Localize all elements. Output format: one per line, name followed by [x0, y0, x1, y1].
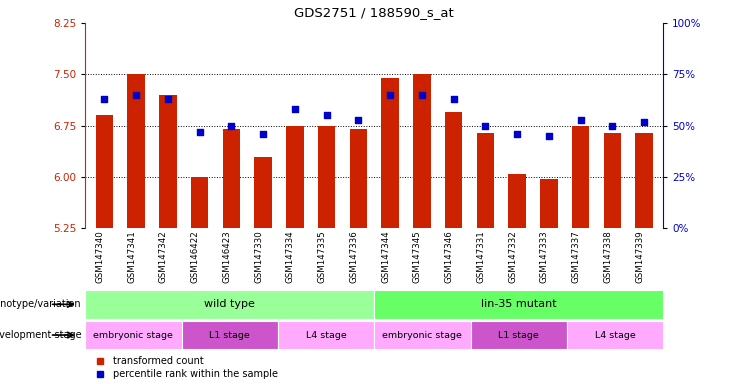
- Bar: [182, 321, 278, 349]
- Bar: [222, 129, 240, 228]
- Text: embryonic stage: embryonic stage: [382, 331, 462, 339]
- Text: GSM147341: GSM147341: [127, 230, 136, 283]
- Text: GSM146422: GSM146422: [190, 230, 199, 283]
- Point: [162, 96, 173, 102]
- Text: L1 stage: L1 stage: [499, 331, 539, 339]
- Text: GSM147334: GSM147334: [286, 230, 295, 283]
- Bar: [278, 321, 374, 349]
- Text: L4 stage: L4 stage: [306, 331, 346, 339]
- Bar: [254, 157, 272, 228]
- Text: GSM147339: GSM147339: [635, 230, 644, 283]
- Text: GSM147332: GSM147332: [508, 230, 517, 283]
- Point: [257, 131, 269, 137]
- Point: [511, 131, 523, 137]
- Text: GSM146423: GSM146423: [222, 230, 231, 283]
- Point: [416, 92, 428, 98]
- Bar: [96, 116, 113, 228]
- Point: [193, 129, 205, 135]
- Point: [575, 116, 587, 122]
- Bar: [127, 74, 144, 228]
- Bar: [85, 290, 374, 319]
- Point: [543, 133, 555, 139]
- Text: GSM147331: GSM147331: [476, 230, 485, 283]
- Bar: [508, 174, 526, 228]
- Bar: [572, 126, 589, 228]
- Point: [289, 106, 301, 113]
- Bar: [445, 112, 462, 228]
- Bar: [286, 126, 304, 228]
- Bar: [191, 177, 208, 228]
- Text: GSM147340: GSM147340: [96, 230, 104, 283]
- Text: GSM147344: GSM147344: [381, 230, 390, 283]
- Text: GDS2751 / 188590_s_at: GDS2751 / 188590_s_at: [294, 6, 454, 19]
- Point: [638, 119, 650, 125]
- Bar: [476, 132, 494, 228]
- Text: GSM147346: GSM147346: [445, 230, 453, 283]
- Text: GSM147335: GSM147335: [318, 230, 327, 283]
- Point: [321, 113, 333, 119]
- Point: [448, 96, 459, 102]
- Text: GSM147338: GSM147338: [603, 230, 612, 283]
- Text: wild type: wild type: [205, 299, 255, 310]
- Bar: [604, 132, 621, 228]
- Bar: [413, 74, 431, 228]
- Bar: [374, 321, 471, 349]
- Bar: [471, 321, 567, 349]
- Point: [225, 123, 237, 129]
- Bar: [85, 321, 182, 349]
- Text: L4 stage: L4 stage: [595, 331, 635, 339]
- Point: [384, 92, 396, 98]
- Bar: [159, 95, 176, 228]
- Text: lin-35 mutant: lin-35 mutant: [481, 299, 556, 310]
- Bar: [540, 179, 557, 228]
- Legend: transformed count, percentile rank within the sample: transformed count, percentile rank withi…: [90, 356, 279, 379]
- Text: genotype/variation: genotype/variation: [0, 299, 82, 310]
- Bar: [382, 78, 399, 228]
- Text: embryonic stage: embryonic stage: [93, 331, 173, 339]
- Bar: [567, 321, 663, 349]
- Text: GSM147336: GSM147336: [349, 230, 359, 283]
- Bar: [350, 129, 367, 228]
- Bar: [636, 132, 653, 228]
- Point: [130, 92, 142, 98]
- Point: [353, 116, 365, 122]
- Text: GSM147345: GSM147345: [413, 230, 422, 283]
- Point: [606, 123, 618, 129]
- Text: GSM147342: GSM147342: [159, 230, 167, 283]
- Text: development stage: development stage: [0, 330, 82, 340]
- Text: GSM147330: GSM147330: [254, 230, 263, 283]
- Point: [479, 123, 491, 129]
- Bar: [318, 126, 335, 228]
- Text: GSM147337: GSM147337: [571, 230, 581, 283]
- Text: L1 stage: L1 stage: [210, 331, 250, 339]
- Text: GSM147333: GSM147333: [540, 230, 549, 283]
- Point: [99, 96, 110, 102]
- Bar: [374, 290, 663, 319]
